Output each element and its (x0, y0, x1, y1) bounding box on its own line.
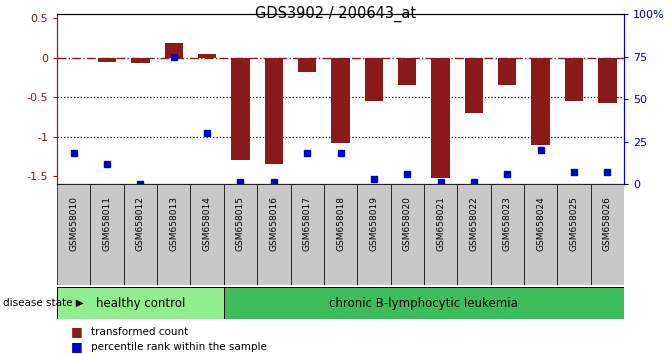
Bar (590, 184, 624, 285)
Text: GSM658011: GSM658011 (103, 196, 111, 251)
Bar (224, 184, 257, 285)
Bar (531, 58, 550, 144)
Text: GSM658026: GSM658026 (603, 196, 612, 251)
Bar (291, 184, 324, 285)
Text: ■: ■ (70, 325, 83, 338)
Bar (391, 184, 424, 285)
Bar (491, 184, 524, 285)
Bar (457, 184, 491, 285)
Bar (365, 58, 383, 101)
Text: GSM658015: GSM658015 (236, 196, 245, 251)
Text: GSM658024: GSM658024 (536, 196, 545, 251)
Text: transformed count: transformed count (91, 327, 188, 337)
Bar (565, 58, 583, 101)
Bar (324, 184, 357, 285)
Bar (98, 58, 116, 62)
Bar (431, 58, 450, 178)
Bar (264, 58, 283, 164)
Bar (57, 184, 91, 285)
Bar (198, 55, 216, 58)
Text: GDS3902 / 200643_at: GDS3902 / 200643_at (255, 5, 416, 22)
Text: GSM658023: GSM658023 (503, 196, 512, 251)
Text: percentile rank within the sample: percentile rank within the sample (91, 342, 266, 352)
Bar (331, 58, 350, 143)
Text: chronic B-lymphocytic leukemia: chronic B-lymphocytic leukemia (329, 297, 519, 309)
Text: disease state ▶: disease state ▶ (3, 298, 84, 308)
Text: ■: ■ (70, 341, 83, 353)
Bar (257, 184, 291, 285)
Text: GSM658025: GSM658025 (570, 196, 578, 251)
Text: GSM658012: GSM658012 (136, 196, 145, 251)
Bar (357, 184, 391, 285)
Bar (91, 184, 123, 285)
Bar (123, 184, 157, 285)
Bar (558, 184, 590, 285)
Bar (157, 184, 191, 285)
Bar (398, 58, 417, 85)
Bar (524, 184, 558, 285)
Text: GSM658022: GSM658022 (470, 196, 478, 251)
Bar (598, 58, 617, 103)
Bar (191, 184, 224, 285)
Text: GSM658019: GSM658019 (369, 196, 378, 251)
Text: healthy control: healthy control (96, 297, 185, 309)
Bar (132, 58, 150, 63)
Text: GSM658010: GSM658010 (69, 196, 79, 251)
Bar (465, 58, 483, 113)
Text: GSM658013: GSM658013 (169, 196, 178, 251)
Text: GSM658014: GSM658014 (203, 196, 211, 251)
Text: GSM658017: GSM658017 (303, 196, 312, 251)
Text: GSM658021: GSM658021 (436, 196, 445, 251)
Bar (424, 184, 457, 285)
Bar (498, 58, 517, 85)
Text: GSM658020: GSM658020 (403, 196, 412, 251)
Bar (298, 58, 316, 72)
Bar (164, 44, 183, 58)
Bar (231, 58, 250, 160)
Text: GSM658018: GSM658018 (336, 196, 345, 251)
Bar (57, 287, 224, 319)
Bar (224, 287, 624, 319)
Text: GSM658016: GSM658016 (269, 196, 278, 251)
